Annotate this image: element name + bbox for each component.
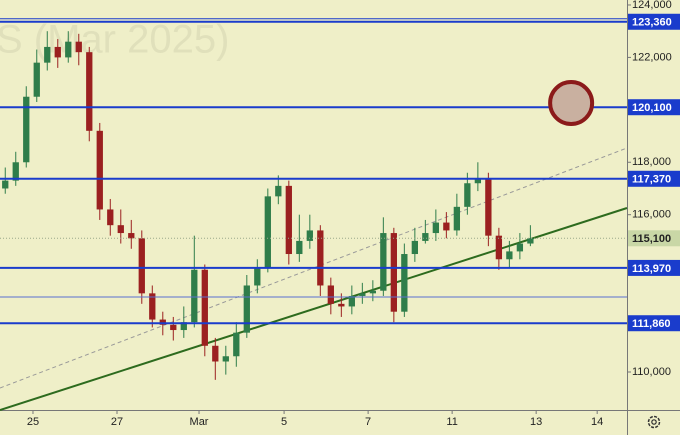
candle-body (222, 356, 229, 362)
candle-body (180, 322, 187, 331)
candle-body (380, 233, 387, 291)
candle-body (233, 332, 240, 357)
trend-line (0, 207, 628, 411)
candle-body (254, 267, 261, 286)
candle-body (191, 269, 198, 323)
level-label-box (628, 315, 680, 332)
x-tick-label: 25 (27, 416, 39, 428)
last-price-label: 115,100 (632, 233, 671, 245)
candle-body (33, 62, 40, 97)
level-label: 113,970 (632, 263, 671, 275)
settings-icon[interactable] (647, 415, 661, 429)
candle-body (317, 230, 324, 286)
candle-body (296, 240, 303, 255)
candle-body (464, 183, 471, 207)
level-label: 123,360 (632, 17, 672, 29)
candle-body (369, 290, 376, 294)
candle-body (75, 41, 82, 53)
candle-body (495, 235, 503, 260)
candle-body (23, 96, 30, 163)
candle-body (107, 209, 114, 226)
circle-marker (548, 80, 595, 127)
candle-body (485, 177, 492, 236)
level-label-box (628, 13, 680, 30)
level-label-box (628, 259, 680, 276)
candle-body (138, 238, 145, 294)
candle-body (411, 240, 418, 255)
x-tick-label: 27 (111, 416, 123, 428)
candle-body (96, 130, 103, 210)
level-label: 117,370 (632, 174, 671, 186)
candle-body (44, 46, 51, 63)
candle-body (65, 41, 72, 58)
candle-body (12, 162, 19, 181)
candle-body (348, 295, 355, 307)
x-tick-label: 13 (530, 416, 542, 428)
candle-body (306, 230, 313, 241)
level-label-box (628, 170, 680, 187)
candle-body (212, 345, 219, 362)
y-tick-label: 122,000 (632, 51, 672, 63)
x-tick-label: Mar (190, 416, 209, 428)
candle-body (443, 222, 450, 231)
candle-body (159, 319, 166, 325)
candle-body (243, 285, 250, 333)
candle-body (149, 293, 156, 320)
level-label-box (628, 99, 680, 116)
candle-body (86, 52, 93, 131)
x-tick-label: 14 (591, 416, 603, 428)
candle-body (275, 185, 282, 197)
y-tick-label: 110,000 (632, 366, 671, 378)
last-price-box (628, 230, 680, 247)
x-tick-label: 7 (365, 416, 371, 428)
candle-body (327, 285, 334, 304)
candle-body (390, 233, 397, 312)
candle-body (128, 233, 135, 239)
level-label: 120,100 (632, 102, 672, 114)
candle-body (516, 243, 524, 252)
y-tick-label: 116,000 (632, 209, 671, 221)
candle-body (453, 206, 461, 231)
candle-body (401, 254, 408, 312)
candle-body (285, 185, 292, 255)
candle-body (170, 324, 177, 331)
candle-body (474, 177, 482, 184)
candle-body (54, 46, 61, 58)
candle-body (506, 251, 513, 260)
watermark: S (Mar 2025) (0, 18, 229, 62)
x-tick-label: 5 (281, 416, 287, 428)
candle-body (264, 196, 271, 268)
candle-body (527, 238, 534, 244)
x-tick-label: 11 (446, 416, 457, 428)
candle-body (338, 303, 345, 307)
y-tick-label: 118,000 (632, 156, 671, 168)
candle-body (2, 180, 9, 189)
level-label: 111,860 (632, 318, 671, 330)
candle-body (359, 293, 366, 296)
candle-body (117, 225, 124, 234)
candle-body (432, 222, 440, 234)
candle-body (201, 269, 208, 346)
y-tick-label: 124,000 (632, 0, 672, 11)
candle-body (422, 233, 429, 241)
